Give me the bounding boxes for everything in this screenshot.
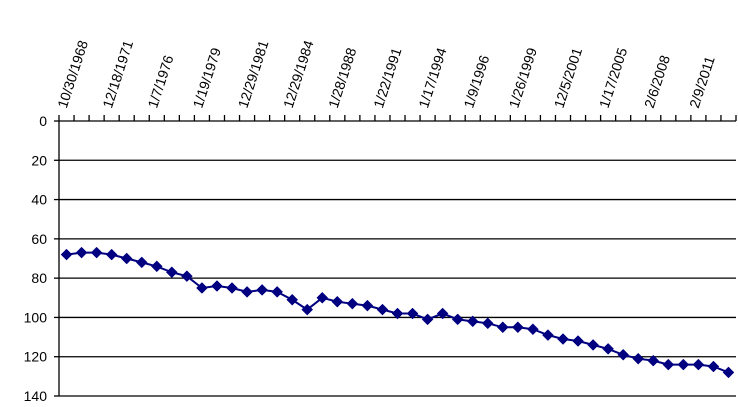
y-tick-label: 40 <box>31 192 47 208</box>
data-point <box>256 284 268 296</box>
y-tick-label: 80 <box>31 270 47 286</box>
data-point <box>361 299 374 312</box>
data-point <box>105 248 118 261</box>
x-tick-label: 10/30/1968 <box>54 38 91 110</box>
data-point <box>692 358 705 371</box>
data-point <box>196 282 208 294</box>
data-point <box>436 307 449 320</box>
data-point <box>316 291 329 304</box>
data-point <box>572 335 584 347</box>
data-point <box>376 303 389 316</box>
data-point <box>722 366 735 379</box>
x-tick-labels: 10/30/1968 12/18/1971 1/7/1976 1/19/1979 12/… <box>54 38 718 110</box>
x-tick-label: 12/29/1984 <box>280 38 317 110</box>
data-point <box>331 295 344 308</box>
series <box>60 246 735 379</box>
x-tick-label: 12/29/1981 <box>235 38 272 110</box>
data-point <box>587 339 599 351</box>
data-point <box>241 286 253 298</box>
data-point <box>481 317 494 330</box>
data-point <box>271 286 283 298</box>
data-point <box>301 303 314 316</box>
data-point <box>165 266 178 279</box>
data-point <box>542 329 554 341</box>
data-point <box>135 256 148 269</box>
data-point <box>602 343 614 355</box>
data-point <box>557 333 569 345</box>
data-point <box>211 280 223 292</box>
x-tick-label: 1/17/1994 <box>415 46 450 110</box>
data-point <box>406 307 419 320</box>
x-tick-label: 12/5/2001 <box>551 46 586 110</box>
data-point <box>60 248 73 261</box>
data-point <box>466 315 479 328</box>
data-point <box>527 323 539 336</box>
y-tick-label: 140 <box>24 388 48 402</box>
x-tick-label: 1/7/1976 <box>144 53 176 110</box>
data-point <box>677 358 690 371</box>
y-tick-label: 0 <box>39 113 47 129</box>
data-point <box>512 321 524 334</box>
axes <box>54 115 737 397</box>
data-point <box>707 360 720 373</box>
data-point <box>346 297 359 310</box>
data-point <box>391 307 404 320</box>
x-tick-label: 1/19/1979 <box>190 46 225 110</box>
x-tick-label: 12/18/1971 <box>99 38 136 110</box>
data-point <box>451 313 464 326</box>
y-tick-labels: 0 20 40 60 80 100 120 140 <box>24 113 48 404</box>
data-point <box>226 282 238 294</box>
data-point <box>421 313 434 326</box>
x-tick-label: 1/17/2005 <box>596 46 631 110</box>
data-point <box>181 270 193 283</box>
data-point <box>75 246 88 259</box>
x-tick-label: 1/26/1999 <box>505 46 540 110</box>
data-point <box>120 252 133 265</box>
y-tick-label: 60 <box>31 231 47 247</box>
data-point <box>617 348 630 361</box>
data-point <box>150 260 163 273</box>
data-point <box>90 246 103 259</box>
x-tick-label: 2/9/2011 <box>686 54 718 110</box>
y-tick-label: 100 <box>24 309 48 325</box>
data-point <box>647 354 660 367</box>
y-tick-label: 120 <box>24 349 48 365</box>
data-point <box>632 352 645 365</box>
x-tick-label: 1/28/1988 <box>325 46 360 110</box>
data-point <box>662 358 675 371</box>
y-tick-label: 20 <box>31 152 47 168</box>
x-tick-label: 2/6/2008 <box>641 53 673 110</box>
x-tick-label: 1/22/1991 <box>370 46 405 110</box>
data-point <box>496 321 509 334</box>
data-point <box>286 293 299 306</box>
x-tick-label: 1/9/1996 <box>460 53 492 110</box>
